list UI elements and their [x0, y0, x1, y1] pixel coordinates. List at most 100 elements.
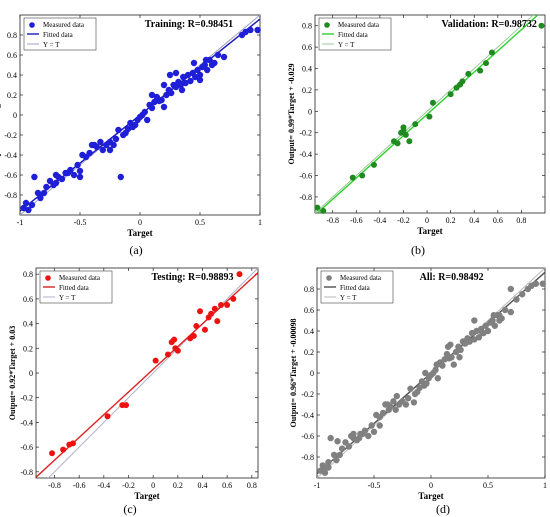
data-point	[426, 113, 433, 120]
x-tick-label: 0.5	[195, 218, 205, 227]
data-point	[242, 28, 249, 36]
data-point	[394, 140, 401, 147]
y-tick-label: 0.8	[7, 31, 17, 40]
data-point	[327, 434, 334, 442]
x-tick-label: -0.4	[374, 216, 387, 225]
data-point	[25, 206, 32, 214]
y-tick-label: -0.8	[299, 193, 312, 202]
x-tick-label: -1	[314, 481, 321, 490]
data-point	[402, 401, 410, 408]
data-point	[321, 464, 329, 471]
chart-validation: -0.8 -0.6 -0.4 -0.2 0 0.2 0.4 0.6 0.8 -0.8 -0.6 -0.…	[287, 14, 546, 236]
data-point	[115, 126, 122, 134]
data-point	[368, 422, 375, 429]
data-point	[321, 469, 329, 476]
legend-marker-measured	[326, 275, 332, 281]
x-tick-label: 0	[425, 216, 429, 225]
data-point	[197, 308, 204, 315]
data-point	[314, 204, 321, 211]
data-point	[37, 194, 44, 202]
legend-label: Y = T	[340, 294, 357, 302]
data-point	[211, 305, 218, 312]
legend-label: Fitted data	[43, 31, 74, 39]
x-tick-label: -0.5	[368, 481, 381, 490]
chart-title: Training: R=0.98451	[145, 19, 233, 30]
data-point	[97, 138, 104, 146]
data-point	[370, 428, 378, 435]
data-point	[163, 91, 170, 99]
panel-caption: (b)	[411, 243, 425, 257]
data-point	[132, 121, 139, 129]
data-point	[376, 422, 383, 429]
data-point	[224, 302, 231, 309]
x-axis-label: Target	[134, 491, 159, 501]
data-point	[400, 127, 407, 134]
y-tick-label: -0.6	[299, 172, 312, 181]
data-point	[174, 347, 181, 354]
legend-label: Measured data	[59, 274, 101, 282]
chart-all: -1 -0.5 0 0.5 1 -0.8 -0.6 -0.4 -0.2 0 0.2 0.4 0.6 0.8…	[289, 267, 547, 501]
data-point	[93, 143, 101, 151]
data-point	[456, 354, 463, 361]
data-point	[158, 96, 165, 104]
data-point	[491, 322, 499, 329]
data-point	[31, 173, 38, 181]
data-point	[180, 73, 187, 81]
y-tick-label: -0.2	[20, 394, 33, 403]
legend-label: Measured data	[338, 21, 380, 29]
y-tick-label: 0.4	[7, 71, 17, 80]
data-point	[28, 201, 36, 209]
data-point	[218, 302, 224, 309]
data-point	[247, 26, 254, 34]
chart-training: -1 -0.5 0 0.5 1 -0.8 -0.6 -0.4 -0.2 0 0.2 0.4 0.6 0.8…	[0, 14, 262, 238]
data-point	[447, 91, 454, 98]
data-point	[513, 296, 520, 303]
y-tick-label: 0.2	[7, 91, 17, 100]
data-point	[144, 116, 151, 124]
data-point	[390, 398, 397, 405]
data-point	[333, 456, 340, 464]
chart-title: Validation: R=0.98732	[442, 19, 537, 30]
data-point	[410, 399, 418, 406]
data-point	[429, 99, 436, 106]
data-point	[160, 103, 168, 111]
y-axis-label: Output= 0.96*Target + -0.00098	[289, 318, 298, 427]
data-point	[202, 56, 210, 64]
y-tick-label: 0	[310, 369, 314, 378]
x-tick-label: 0.2	[173, 481, 183, 490]
data-point	[236, 271, 243, 278]
x-tick-label: 0	[138, 218, 142, 227]
data-point	[211, 59, 218, 67]
data-point	[457, 346, 464, 354]
data-point	[501, 306, 509, 314]
data-point	[124, 125, 132, 133]
data-point	[58, 175, 66, 183]
data-point	[74, 161, 81, 169]
legend-label: Y = T	[43, 41, 60, 49]
data-point	[483, 60, 490, 67]
legend-label: Fitted data	[59, 284, 90, 292]
data-point	[148, 104, 156, 112]
data-point	[361, 427, 369, 434]
y-tick-label: -0.8	[4, 191, 17, 200]
y-tick-label: 0	[308, 107, 312, 116]
data-point	[325, 459, 332, 466]
data-point	[345, 443, 353, 450]
data-point	[52, 179, 60, 187]
data-point	[359, 172, 366, 179]
data-point	[76, 173, 84, 181]
y-tick-label: 0.4	[304, 327, 314, 336]
legend-marker-measured	[45, 275, 51, 281]
x-tick-label: -0.4	[97, 481, 110, 490]
legend-marker-measured	[324, 22, 330, 28]
data-point	[104, 413, 111, 420]
data-point	[190, 332, 197, 339]
data-point	[484, 327, 492, 335]
data-point	[365, 432, 372, 440]
y-tick-label: 0.8	[302, 22, 312, 31]
legend-label: Y = T	[338, 41, 355, 49]
data-point	[465, 338, 472, 345]
x-axis-label: Target	[417, 226, 442, 236]
y-tick-label: 0.6	[23, 295, 33, 304]
data-point	[477, 67, 484, 74]
